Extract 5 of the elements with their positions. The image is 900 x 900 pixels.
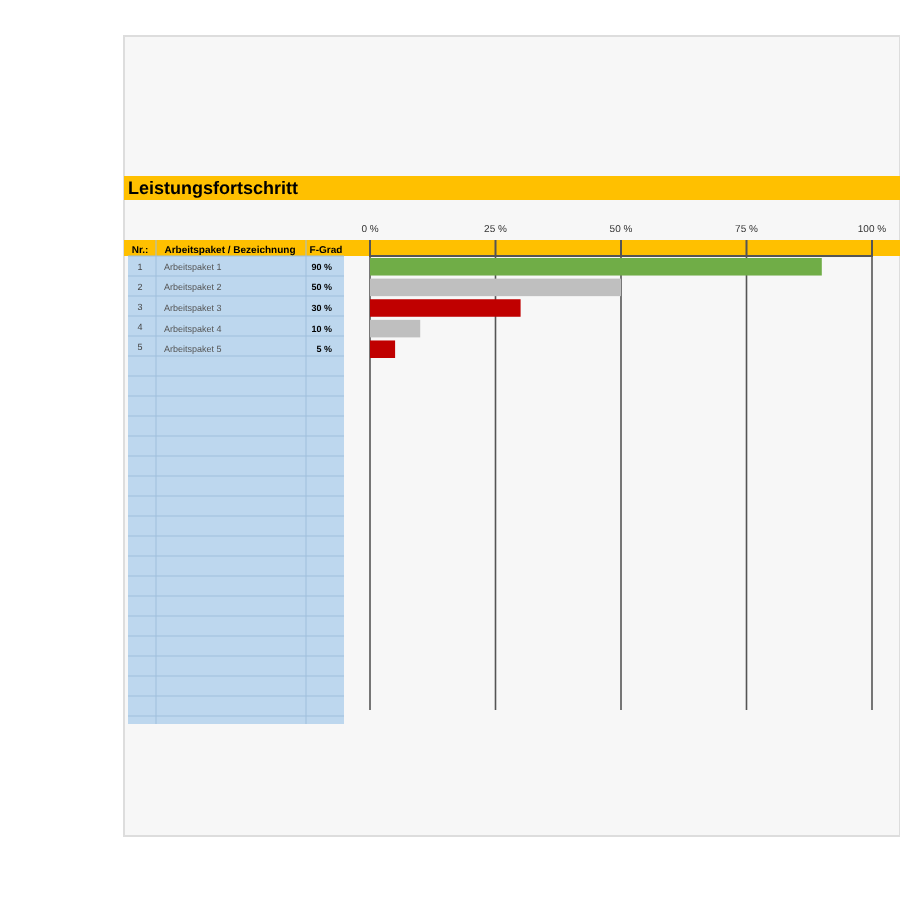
bar: [370, 319, 421, 338]
bar: [370, 278, 621, 297]
bar: [370, 340, 396, 358]
bar: [370, 299, 521, 317]
text: Leistungsfortschritt: [128, 178, 299, 198]
